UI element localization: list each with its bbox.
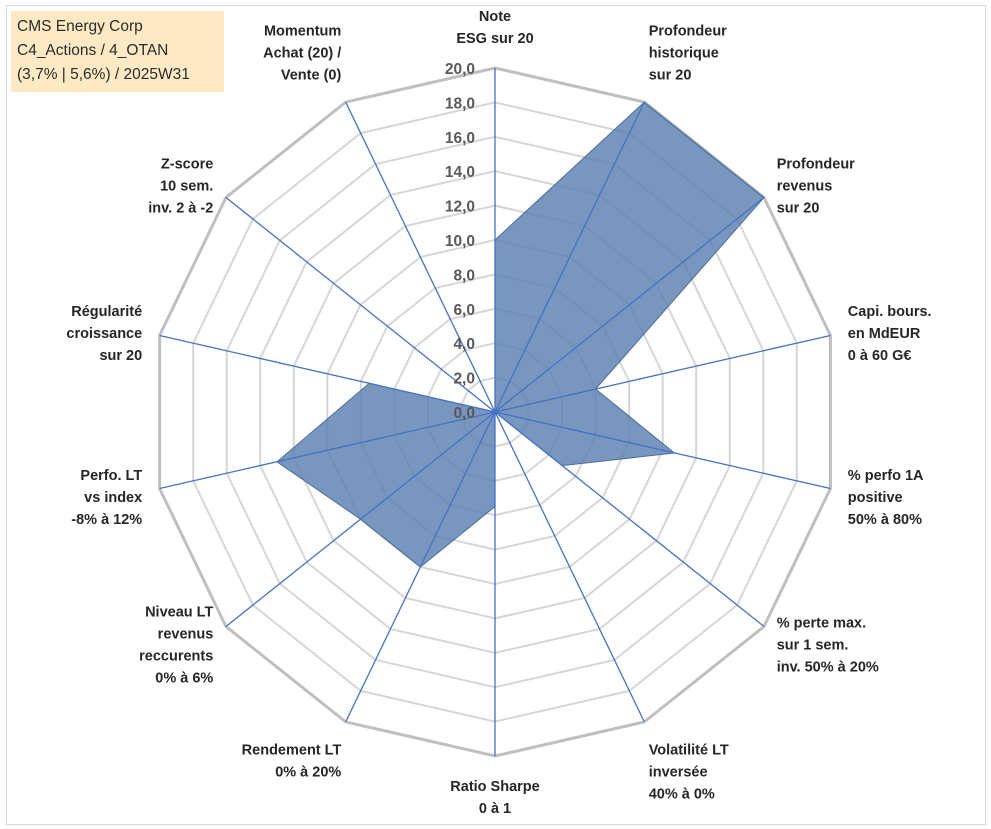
axis-label-11-line-1: croissance bbox=[66, 326, 142, 342]
axis-label-1-line-2: sur 20 bbox=[649, 67, 692, 83]
axis-label-12-line-1: 10 sem. bbox=[160, 179, 213, 195]
tick-label-10: 20,0 bbox=[445, 61, 475, 78]
tick-label-9: 18,0 bbox=[445, 95, 475, 112]
axis-label-2-line-0: Profondeur bbox=[777, 157, 855, 173]
axis-label-5-line-2: inv. 50% à 20% bbox=[777, 659, 879, 675]
spoke-8 bbox=[345, 411, 496, 723]
tick-label-3: 6,0 bbox=[453, 302, 475, 319]
spoke-10 bbox=[159, 411, 496, 490]
axis-label-0-line-1: ESG sur 20 bbox=[456, 31, 533, 47]
axis-label-10-line-0: Perfo. LT bbox=[80, 468, 142, 484]
axis-label-13-line-2: Vente (0) bbox=[281, 67, 342, 83]
axis-label-7-line-0: Ratio Sharpe bbox=[450, 779, 539, 795]
axis-label-3-line-2: 0 à 60 G€ bbox=[848, 348, 912, 364]
tick-label-2: 4,0 bbox=[453, 336, 475, 353]
axis-label-2-line-2: sur 20 bbox=[777, 201, 820, 217]
radar-series bbox=[276, 101, 765, 568]
axis-label-5-line-1: sur 1 sem. bbox=[777, 637, 849, 653]
tick-label-7: 14,0 bbox=[445, 164, 475, 181]
spoke-4 bbox=[494, 411, 831, 490]
spoke-12 bbox=[225, 196, 496, 413]
axis-label-11-line-0: Régularité bbox=[71, 304, 142, 320]
spoke-6 bbox=[494, 411, 645, 723]
portfolio-category: C4_Actions / 4_OTAN bbox=[17, 42, 169, 59]
axis-label-5-line-0: % perte max. bbox=[777, 615, 866, 631]
tick-label-1: 2,0 bbox=[453, 371, 475, 388]
axis-label-4-line-0: % perfo 1A bbox=[848, 468, 924, 484]
chart-info-box: CMS Energy Corp C4_Actions / 4_OTAN (3,7… bbox=[11, 11, 224, 92]
spoke-2 bbox=[494, 196, 765, 413]
axis-label-10-line-2: -8% à 12% bbox=[71, 512, 142, 528]
axis-label-3-line-1: en MdEUR bbox=[848, 326, 921, 342]
spoke-13 bbox=[345, 101, 496, 413]
radar-tick-labels: 0,0 2,0 4,0 6,0 8,0 10,0 12,0 14,0 16,0 18,0 20,0 bbox=[445, 61, 475, 422]
axis-label-10-line-1: vs index bbox=[84, 490, 142, 506]
axis-label-9-line-0: Niveau LT bbox=[145, 604, 213, 620]
axis-label-12-line-0: Z-score bbox=[161, 157, 213, 173]
tick-label-0: 0,0 bbox=[453, 405, 475, 422]
tick-label-4: 8,0 bbox=[453, 267, 475, 284]
tick-label-8: 16,0 bbox=[445, 130, 475, 147]
spoke-1 bbox=[494, 101, 645, 413]
axis-label-12-line-2: inv. 2 à -2 bbox=[148, 201, 213, 217]
axis-label-0-line-0: Note bbox=[479, 9, 511, 25]
tick-label-6: 12,0 bbox=[445, 199, 475, 216]
tick-label-5: 10,0 bbox=[445, 233, 475, 250]
axis-label-4-line-1: positive bbox=[848, 490, 903, 506]
axis-label-6-line-2: 40% à 0% bbox=[649, 787, 715, 803]
axis-label-9-line-2: reccurents bbox=[139, 648, 213, 664]
axis-label-1-line-0: Profondeur bbox=[649, 23, 727, 39]
spoke-5 bbox=[494, 411, 765, 628]
company-name: CMS Energy Corp bbox=[17, 18, 143, 35]
axis-label-13-line-0: Momentum bbox=[264, 23, 341, 39]
axis-label-11-line-2: sur 20 bbox=[99, 348, 142, 364]
radar-axis-labels: Note ESG sur 20 Profondeur historique sur 20… bbox=[66, 9, 931, 817]
axis-label-6-line-0: Volatilité LT bbox=[649, 743, 729, 759]
spoke-11 bbox=[159, 334, 496, 413]
axis-label-2-line-1: revenus bbox=[777, 179, 833, 195]
axis-label-9-line-1: revenus bbox=[158, 626, 214, 642]
axis-label-9-line-3: 0% à 6% bbox=[155, 670, 213, 686]
spoke-9 bbox=[225, 411, 496, 628]
axis-label-4-line-2: 50% à 80% bbox=[848, 512, 922, 528]
radar-spokes bbox=[159, 68, 831, 756]
period-info: (3,7% | 5,6%) / 2025W31 bbox=[17, 66, 190, 83]
axis-label-3-line-0: Capi. bours. bbox=[848, 304, 932, 320]
series-area-0 bbox=[276, 101, 765, 568]
axis-label-8-line-0: Rendement LT bbox=[242, 743, 342, 759]
axis-label-6-line-1: inversée bbox=[649, 765, 708, 781]
spoke-3 bbox=[494, 334, 831, 413]
axis-label-13-line-1: Achat (20) / bbox=[263, 45, 341, 61]
axis-label-8-line-1: 0% à 20% bbox=[275, 765, 341, 781]
axis-label-1-line-1: historique bbox=[649, 45, 719, 61]
axis-label-7-line-1: 0 à 1 bbox=[479, 801, 511, 817]
